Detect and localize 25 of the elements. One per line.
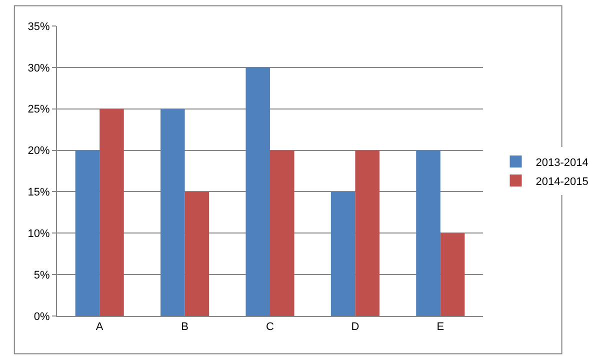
x-tick-label: D: [351, 321, 360, 334]
y-tick-label: 15%: [28, 186, 50, 199]
bar: [355, 150, 380, 316]
bar: [100, 108, 124, 316]
x-tick-label: E: [436, 321, 444, 334]
x-tick-label: A: [96, 321, 104, 334]
legend-label: 2014-2015: [536, 176, 588, 188]
y-tick-label: 5%: [34, 269, 50, 282]
x-tick-label: C: [266, 321, 274, 334]
bar: [246, 67, 270, 316]
legend-label: 2013-2014: [536, 156, 588, 169]
x-tick-label: B: [181, 321, 188, 334]
bar: [440, 233, 465, 316]
y-tick-label: 10%: [28, 228, 50, 240]
bar: [160, 108, 185, 316]
bar: [75, 150, 100, 316]
y-tick-label: 25%: [28, 104, 50, 116]
y-tick-label: 30%: [28, 62, 50, 74]
y-tick-label: 0%: [34, 310, 50, 323]
bar: [270, 150, 294, 316]
bar: [416, 150, 440, 316]
bar: [330, 192, 356, 316]
y-tick-label: 20%: [28, 145, 50, 158]
y-tick-label: 35%: [28, 20, 50, 33]
bar: [184, 192, 210, 316]
